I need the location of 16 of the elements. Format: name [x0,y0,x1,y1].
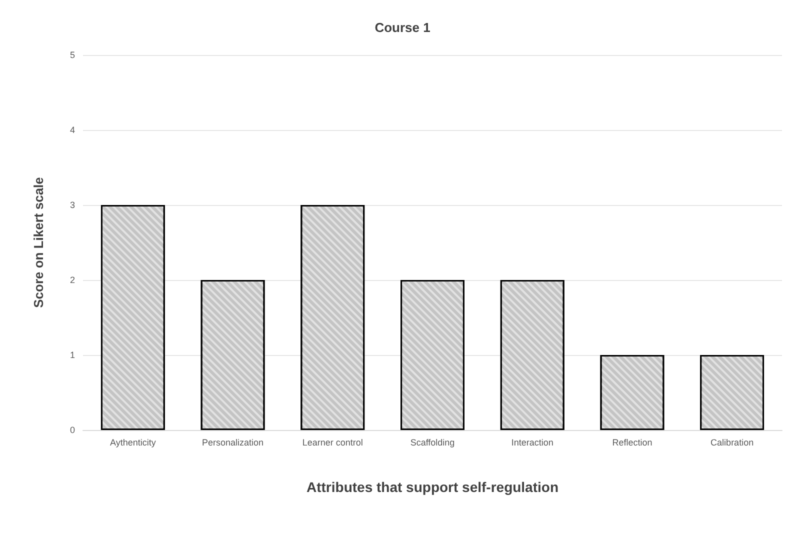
x-tick-label: Aythenticity [110,438,156,448]
x-tick-label: Personalization [202,438,264,448]
x-tick-label: Scaffolding [410,438,455,448]
x-tick-label: Learner control [302,438,363,448]
chart-title: Course 1 [374,20,430,35]
y-tick-label: 0 [70,425,75,435]
y-axis-title: Score on Likert scale [31,177,46,308]
x-tick-label: Interaction [511,438,554,448]
x-axis-title: Attributes that support self-regulation [306,479,558,495]
y-tick-label: 2 [70,275,75,285]
y-tick-label: 4 [70,125,75,135]
y-tick-label: 1 [70,350,75,360]
y-tick-label: 3 [70,200,75,210]
x-tick-label: Calibration [710,438,754,448]
y-tick-label: 5 [70,50,75,60]
x-tick-label: Reflection [612,438,652,448]
